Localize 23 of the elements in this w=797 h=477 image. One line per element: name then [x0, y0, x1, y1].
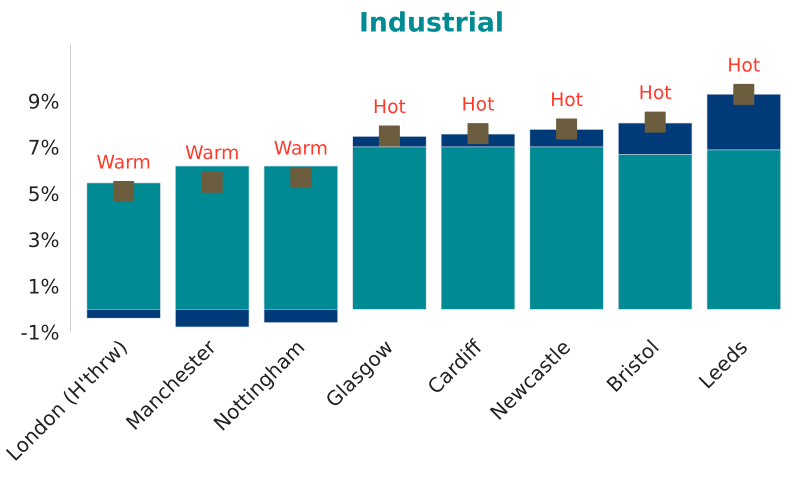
y-tick-label: 7%: [28, 136, 60, 160]
y-tick-label: 3%: [28, 228, 60, 252]
data-label: Hot: [462, 94, 494, 116]
data-label: Warm: [96, 152, 151, 174]
point: [113, 180, 134, 202]
data-label: Warm: [274, 138, 328, 160]
point: [290, 167, 312, 188]
y-tick-label: 1%: [28, 274, 60, 298]
data-label: Warm: [185, 143, 240, 164]
data-label: Hot: [638, 83, 672, 104]
point: [733, 84, 754, 105]
data-label: Hot: [727, 55, 760, 76]
y-tick-label: 5%: [28, 182, 60, 206]
y-tick-label: -1%: [20, 320, 60, 344]
point: [378, 125, 400, 146]
chart-title: Industrial: [359, 8, 504, 38]
data-label: Hot: [373, 96, 406, 118]
point: [644, 112, 666, 133]
point: [468, 123, 489, 144]
point: [202, 172, 223, 193]
data-label: Hot: [550, 90, 583, 112]
y-tick-label: 9%: [28, 89, 60, 114]
point: [556, 118, 578, 140]
